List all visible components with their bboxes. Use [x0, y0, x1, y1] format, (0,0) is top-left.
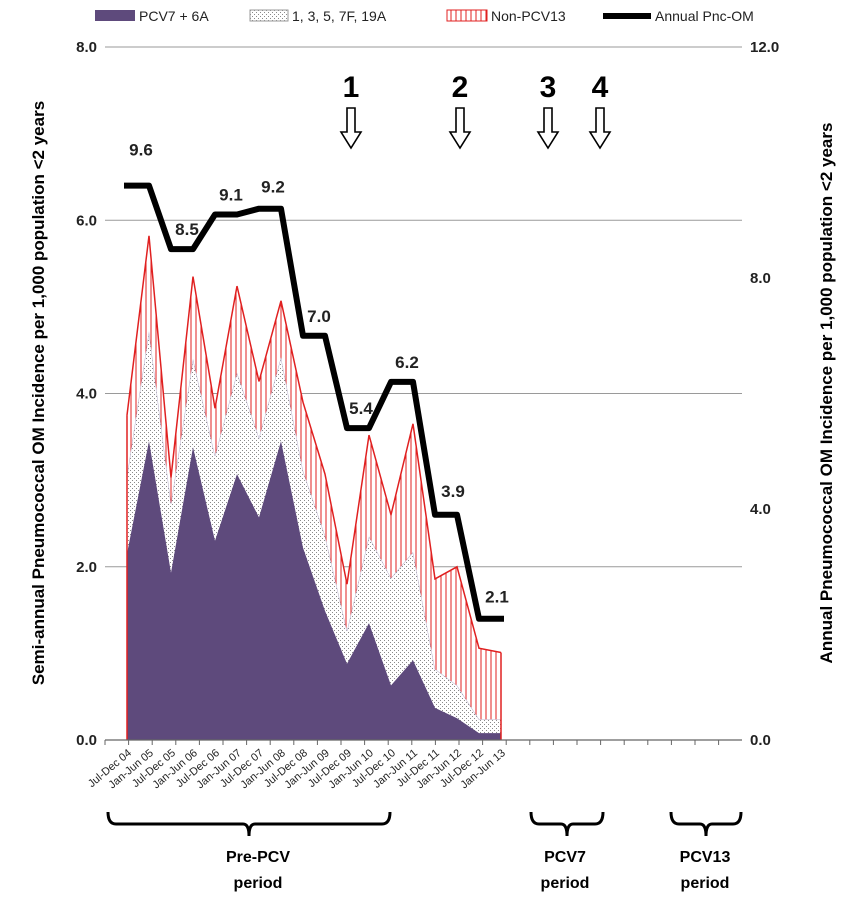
right-tick-label: 12.0	[750, 39, 779, 56]
period-bracket	[669, 811, 743, 837]
down-arrow-icon	[536, 107, 560, 150]
annotation-layer: 1 2 3 4 Pre-PCV period PCV7 period PCV13 period	[106, 71, 743, 892]
area-series-3	[127, 235, 501, 720]
left-tick-label: 2.0	[76, 559, 97, 576]
legend-label: PCV7 + 6A	[139, 8, 209, 24]
period-bracket	[529, 811, 605, 837]
period-label-line2: period	[541, 875, 590, 892]
label-layer: 9.6 8.5 9.1 9.2 7.0 5.4 6.2 3.9 2.1	[129, 141, 509, 607]
annual-line	[124, 182, 504, 622]
left-tick-label: 0.0	[76, 732, 97, 749]
data-label: 9.2	[261, 178, 285, 197]
data-label: 9.6	[129, 141, 153, 160]
legend-swatch-3	[446, 9, 488, 22]
area-series-1	[127, 441, 501, 740]
legend-swatch-1	[95, 10, 135, 21]
arrow-number: 2	[452, 71, 469, 104]
period-label-line2: period	[234, 875, 283, 892]
down-arrow-icon	[448, 107, 472, 150]
line-layer	[124, 182, 504, 622]
data-label: 2.1	[485, 588, 509, 607]
period-bracket	[106, 811, 392, 837]
data-label: 6.2	[395, 353, 419, 372]
period-label-line2: period	[681, 875, 730, 892]
period-label-line1: PCV7	[544, 849, 586, 866]
legend-label: Non-PCV13	[491, 8, 566, 24]
down-arrow-icon	[339, 107, 363, 150]
left-tick-label: 4.0	[76, 386, 97, 403]
area-top-line-3	[126, 235, 502, 654]
right-tick-label: 8.0	[750, 270, 771, 287]
left-axis-title: Semi-annual Pneumococcal OM Incidence pe…	[29, 101, 48, 685]
left-tick-label: 6.0	[76, 212, 97, 229]
period-label-line1: Pre-PCV	[226, 849, 290, 866]
data-label: 7.0	[307, 307, 331, 326]
legend: PCV7 + 6A 1, 3, 5, 7F, 19A Non-PCV13 Annual…	[95, 8, 754, 24]
arrow-number: 4	[592, 71, 609, 104]
right-axis-title: Annual Pneumococcal OM Incidence per 1,0…	[817, 123, 836, 664]
period-label-line1: PCV13	[680, 849, 731, 866]
right-tick-label: 4.0	[750, 501, 771, 518]
data-label: 9.1	[219, 185, 243, 204]
arrow-number: 3	[540, 71, 557, 104]
legend-label: 1, 3, 5, 7F, 19A	[292, 8, 387, 24]
data-label: 8.5	[175, 220, 199, 239]
arrow-number: 1	[343, 71, 360, 104]
area-series-2	[127, 331, 501, 734]
legend-label: Annual Pnc-OM	[655, 8, 754, 24]
data-label: 3.9	[441, 482, 465, 501]
left-tick-label: 8.0	[76, 39, 97, 56]
area-layer	[126, 235, 502, 740]
right-tick-label: 0.0	[750, 732, 771, 749]
legend-swatch-2	[249, 9, 289, 22]
down-arrow-icon	[588, 107, 612, 150]
data-label: 5.4	[349, 399, 373, 418]
